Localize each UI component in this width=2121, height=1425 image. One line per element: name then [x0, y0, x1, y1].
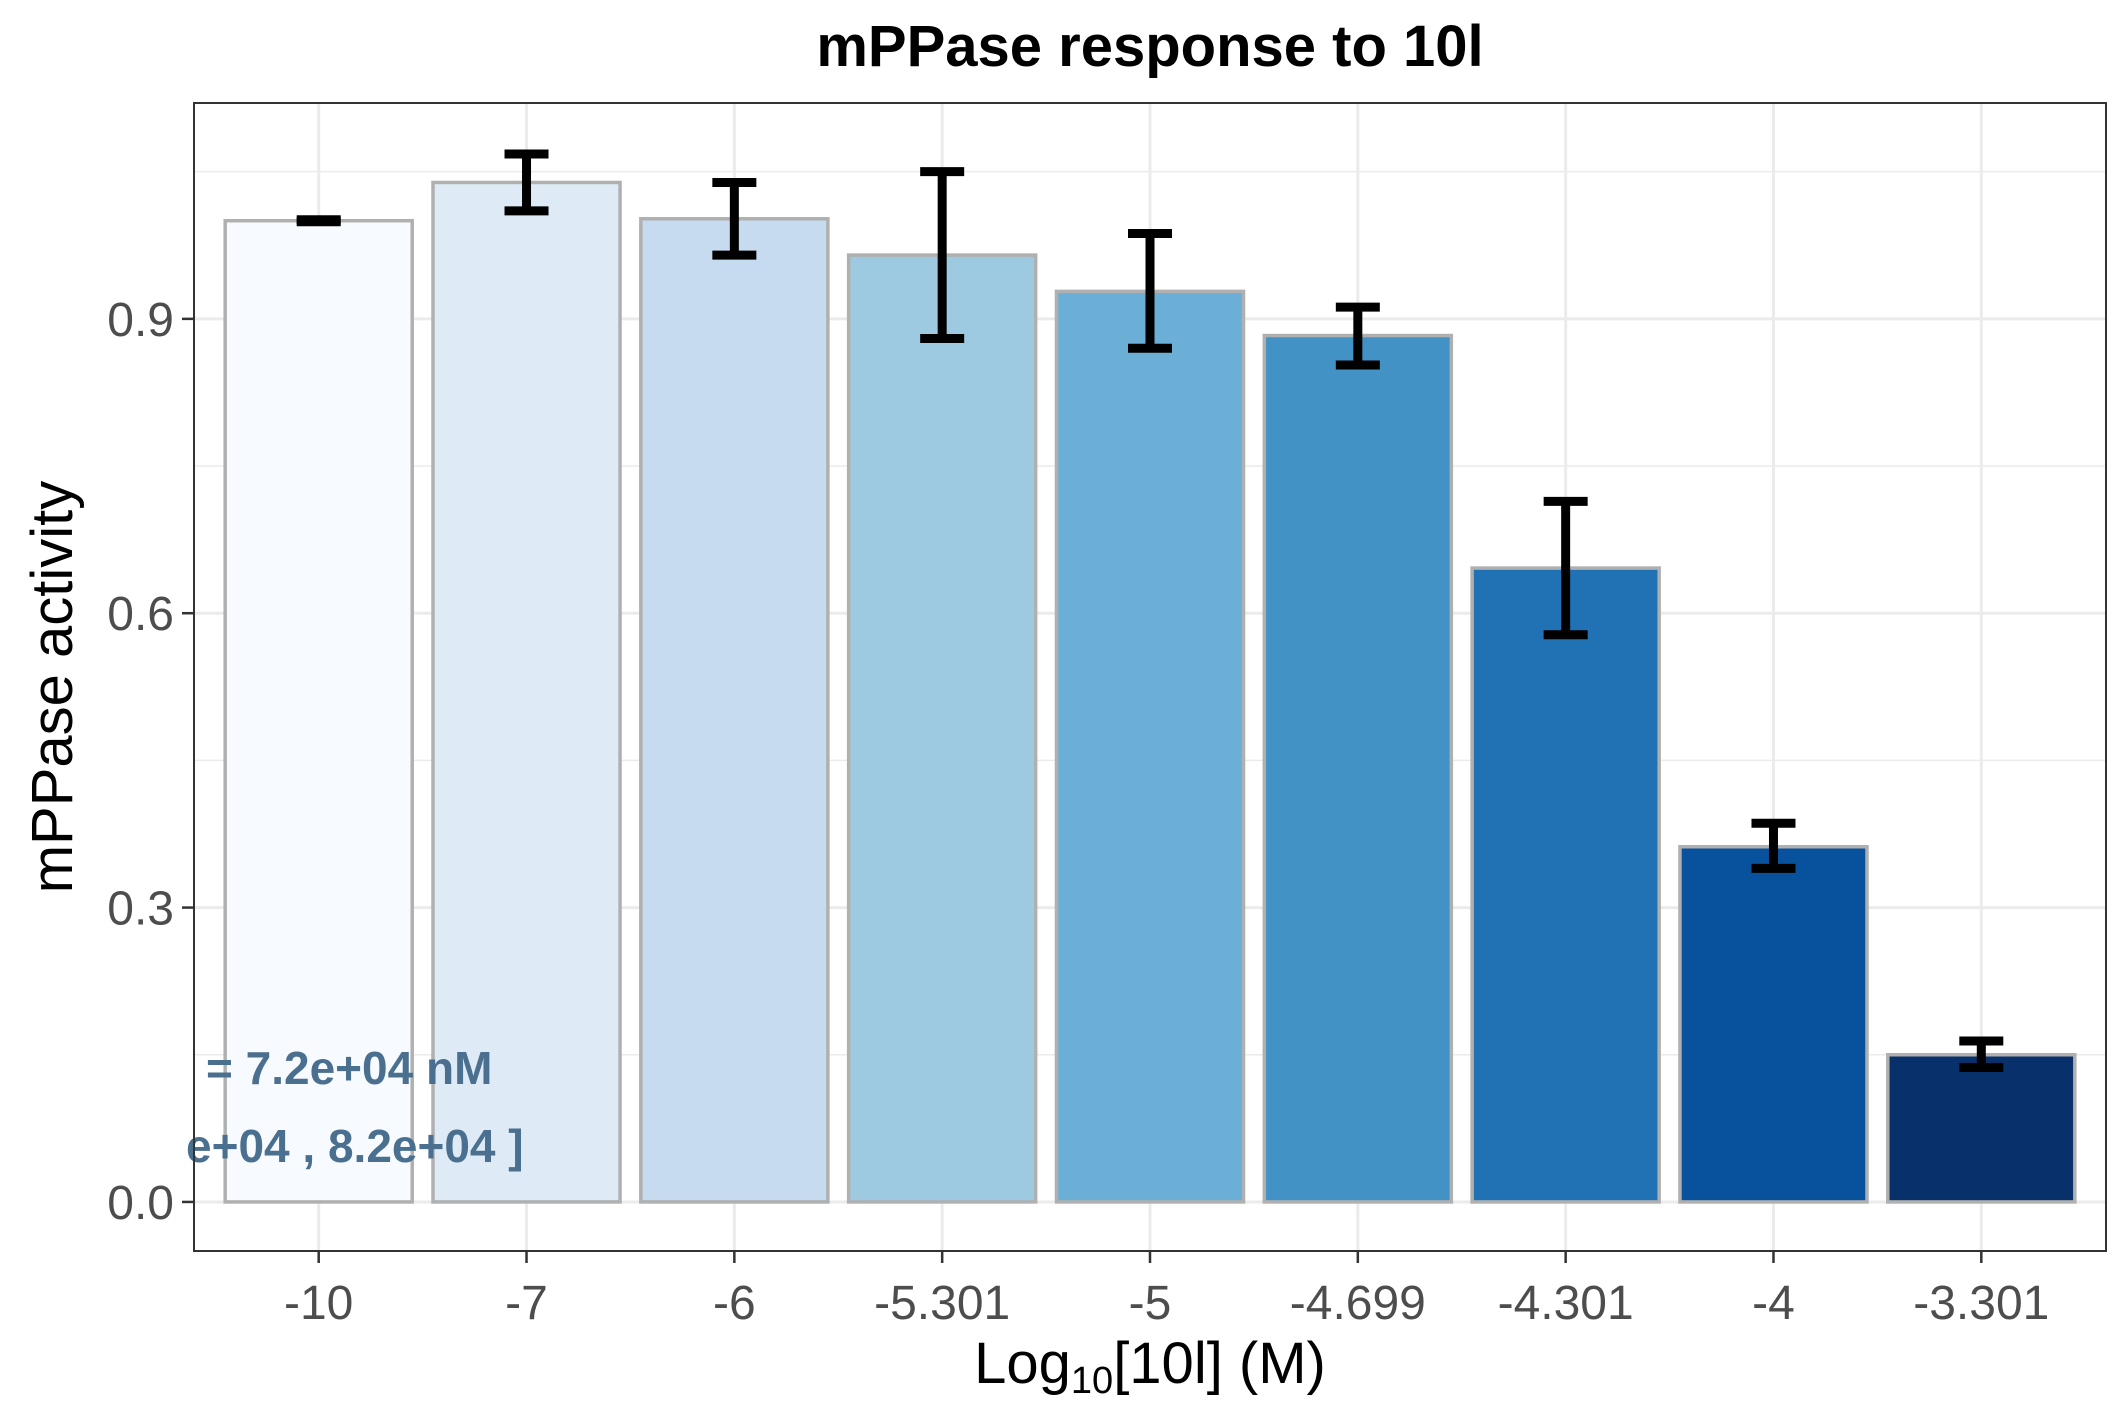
y-axis-title: mPPase activity	[20, 481, 85, 894]
annotation-ci: e+04 , 8.2e+04 ]	[186, 1120, 524, 1172]
error-bars	[296, 149, 2004, 1073]
x-tick-label: -4	[1752, 1277, 1795, 1330]
bar--4.301	[1470, 566, 1661, 1204]
x-tick-label: -5.301	[874, 1277, 1010, 1330]
error-bar--5	[1128, 228, 1172, 353]
error-bar--4	[1751, 818, 1796, 873]
x-tick-label: -4.301	[1498, 1277, 1634, 1330]
error-bar--10	[296, 215, 341, 227]
y-tick-label: 0.9	[107, 294, 174, 347]
error-bar--3.301	[1959, 1036, 2004, 1073]
x-tick-label: -5	[1129, 1277, 1172, 1330]
x-axis-title: Log10[10l] (M)	[974, 1331, 1326, 1402]
y-tick-label: 0.6	[107, 588, 174, 641]
x-tick-label: -10	[284, 1277, 353, 1330]
bars	[223, 180, 2077, 1204]
error-bar--6	[712, 177, 757, 260]
x-axis-title-prefix: Log	[974, 1331, 1071, 1396]
x-tick-label: -7	[505, 1277, 548, 1330]
error-bar--7	[504, 149, 549, 216]
x-tick-label: -6	[713, 1277, 756, 1330]
error-bar--4.301	[1543, 496, 1588, 640]
bar--10	[223, 218, 414, 1204]
x-tick-label: -3.301	[1913, 1277, 2049, 1330]
annotation-ic50: = 7.2e+04 nM	[206, 1042, 492, 1094]
error-bar--5.301	[920, 167, 965, 343]
bar--7	[431, 180, 622, 1204]
x-axis-title-suffix: [10l] (M)	[1113, 1331, 1326, 1396]
bar--5	[1054, 289, 1246, 1204]
chart-title: mPPase response to 10l	[816, 14, 1483, 79]
annotations: = 7.2e+04 nM e+04 , 8.2e+04 ]	[186, 1042, 524, 1172]
bar--5.301	[846, 253, 1038, 1204]
bar--3.301	[1886, 1053, 2077, 1204]
bar--6	[639, 217, 830, 1204]
error-bar--4.699	[1335, 302, 1380, 370]
x-tick-label: -4.699	[1290, 1277, 1426, 1330]
y-tick-label: 0.0	[107, 1177, 174, 1230]
bar--4	[1678, 844, 1869, 1204]
x-axis-title-subscript: 10	[1071, 1360, 1113, 1402]
y-tick-label: 0.3	[107, 883, 174, 936]
axes: 0.0 0.3 0.6 0.9 -10 -7 -6 -5.301 -5 -4.699 -4.301 -…	[107, 294, 2049, 1330]
bar--4.699	[1262, 333, 1454, 1204]
